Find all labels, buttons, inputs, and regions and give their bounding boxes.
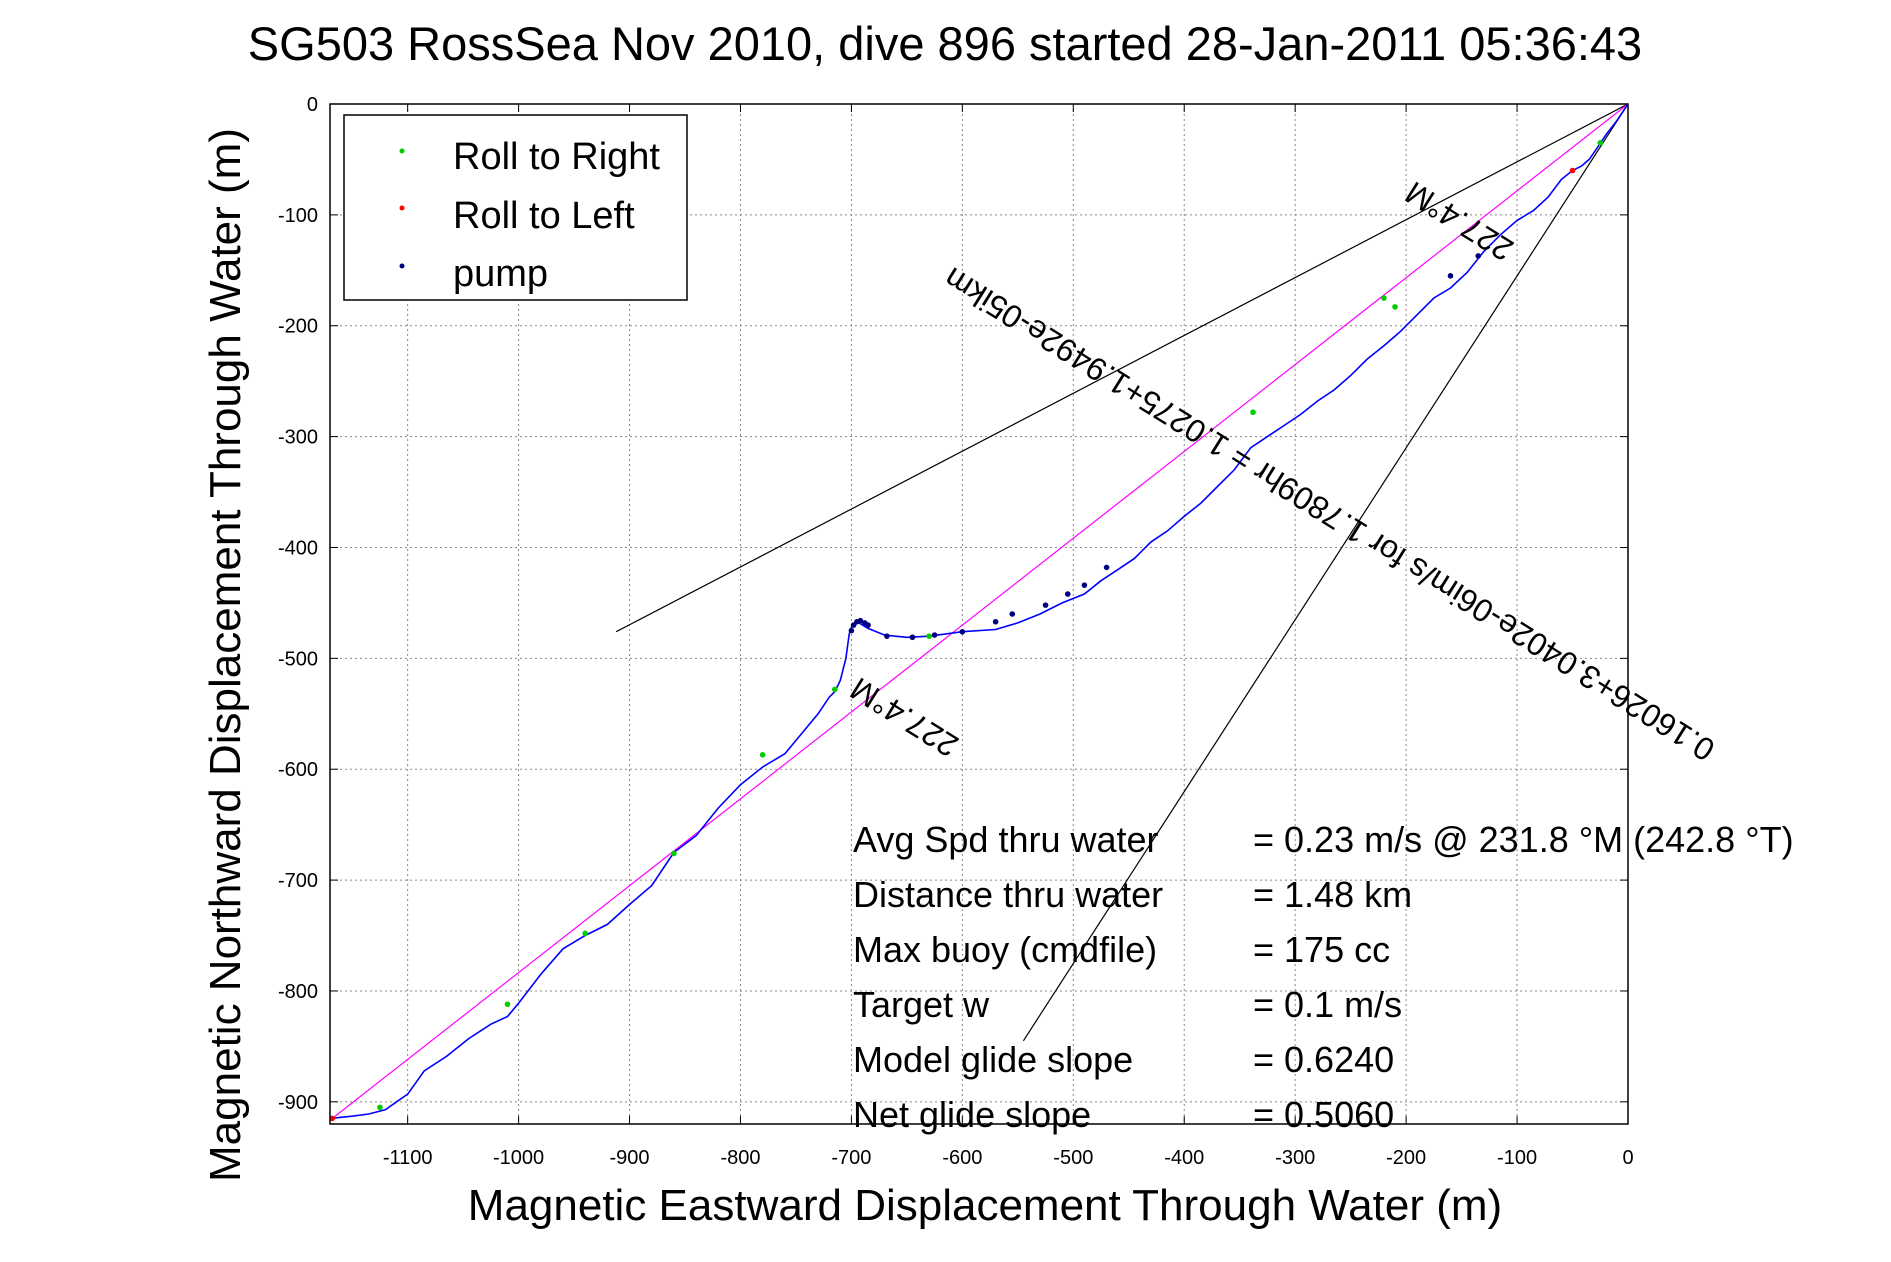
roll-right-point	[1392, 304, 1398, 310]
roll-right-point	[504, 1001, 511, 1008]
stat-label-net-glide: Net glide slope	[853, 1094, 1091, 1135]
x-tick-label: -200	[1386, 1147, 1426, 1169]
markers	[330, 140, 1604, 1122]
legend-label-roll-left: Roll to Left	[453, 195, 635, 237]
pump-point	[909, 634, 916, 641]
roll-right-point	[1381, 295, 1387, 301]
chart-title: SG503 RossSea Nov 2010, dive 896 started…	[248, 17, 1642, 70]
legend-marker-roll-right	[399, 148, 405, 154]
stat-value-target-w: = 0.1 m/s	[1253, 984, 1402, 1025]
roll-right-point	[1597, 140, 1604, 146]
x-tick-label: -1000	[493, 1147, 544, 1169]
pump-point	[848, 627, 855, 634]
pump-point	[1064, 591, 1071, 597]
dive-stats: Avg Spd thru water = 0.23 m/s @ 231.8 °M…	[853, 819, 1794, 1135]
legend-label-roll-right: Roll to Right	[453, 136, 660, 178]
x-tick-label: 0	[1622, 1147, 1633, 1169]
pump-point	[1475, 253, 1482, 259]
x-tick-label: -600	[942, 1147, 982, 1169]
x-tick-label: -800	[720, 1147, 760, 1169]
series-reference-lower	[1022, 104, 1628, 1042]
stat-label-distance: Distance thru water	[853, 874, 1163, 915]
x-tick-label: -100	[1497, 1147, 1537, 1169]
y-tick-label: -900	[278, 1092, 318, 1114]
stat-value-model-glide: = 0.6240	[1253, 1039, 1394, 1080]
x-tick-label: -400	[1164, 1147, 1204, 1169]
legend: Roll to Right Roll to Left pump	[343, 114, 688, 301]
x-tick-label: -300	[1275, 1147, 1315, 1169]
pump-point	[959, 628, 966, 635]
y-ticks: 0 -100 -200 -300 -400 -500 -600 -700 -800 -900	[278, 94, 1628, 1114]
x-tick-label: -500	[1053, 1147, 1093, 1169]
y-axis-label: Magnetic Northward Displacement Through …	[201, 128, 250, 1182]
stat-label-target-w: Target w	[853, 984, 990, 1025]
y-tick-label: -100	[278, 205, 318, 227]
y-tick-label: -300	[278, 427, 318, 449]
roll-right-point	[671, 850, 677, 857]
y-tick-label: -400	[278, 537, 318, 559]
stat-value-net-glide: = 0.5060	[1253, 1094, 1394, 1135]
roll-right-point	[582, 930, 588, 937]
series-reference-upper	[615, 104, 1628, 633]
pump-point	[1447, 273, 1454, 279]
roll-right-point	[831, 686, 838, 693]
pump-point	[1042, 602, 1049, 608]
x-ticks: -1100 -1000 -900 -800 -700 -600 -500 -400 -300 -2…	[383, 104, 1634, 1169]
y-tick-label: -500	[278, 648, 318, 670]
pump-point	[931, 632, 938, 638]
reference-lines	[615, 104, 1628, 1042]
series-track	[330, 104, 1628, 1120]
x-tick-label: -900	[610, 1147, 650, 1169]
roll-left-point	[1569, 167, 1576, 174]
legend-marker-roll-left	[399, 205, 405, 211]
roll-right-point	[377, 1104, 383, 1111]
y-tick-label: -200	[278, 316, 318, 338]
series-direct	[331, 104, 1628, 1119]
track-lines	[330, 104, 1628, 1120]
x-tick-label: -700	[831, 1147, 871, 1169]
pump-point	[1009, 611, 1016, 617]
pump-point	[884, 633, 890, 639]
y-tick-label: -600	[278, 759, 318, 781]
roll-right-point	[926, 633, 932, 639]
legend-marker-pump	[399, 263, 405, 269]
pump-point	[861, 620, 868, 626]
pump-point	[1103, 564, 1110, 571]
legend-label-pump: pump	[453, 253, 548, 295]
stat-label-max-buoy: Max buoy (cmdfile)	[853, 929, 1157, 970]
y-tick-label: -800	[278, 981, 318, 1003]
roll-right-point	[759, 752, 766, 758]
x-axis-label: Magnetic Eastward Displacement Through W…	[468, 1181, 1502, 1230]
stat-value-distance: = 1.48 km	[1253, 874, 1412, 915]
stat-value-max-buoy: = 175 cc	[1253, 929, 1390, 970]
y-tick-label: 0	[307, 94, 318, 116]
roll-left-point	[330, 1115, 336, 1122]
y-tick-label: -700	[278, 870, 318, 892]
x-tick-label: -1100	[383, 1147, 433, 1169]
stat-label-avg-speed: Avg Spd thru water	[853, 819, 1159, 860]
pump-point	[850, 622, 857, 628]
roll-right-point	[1250, 409, 1256, 416]
pump-point	[1081, 582, 1088, 588]
pump-point	[992, 618, 999, 625]
stat-value-avg-speed: = 0.23 m/s @ 231.8 °M (242.8 °T)	[1253, 819, 1794, 860]
stat-label-model-glide: Model glide slope	[853, 1039, 1133, 1080]
plot-area-border	[329, 103, 1629, 1125]
